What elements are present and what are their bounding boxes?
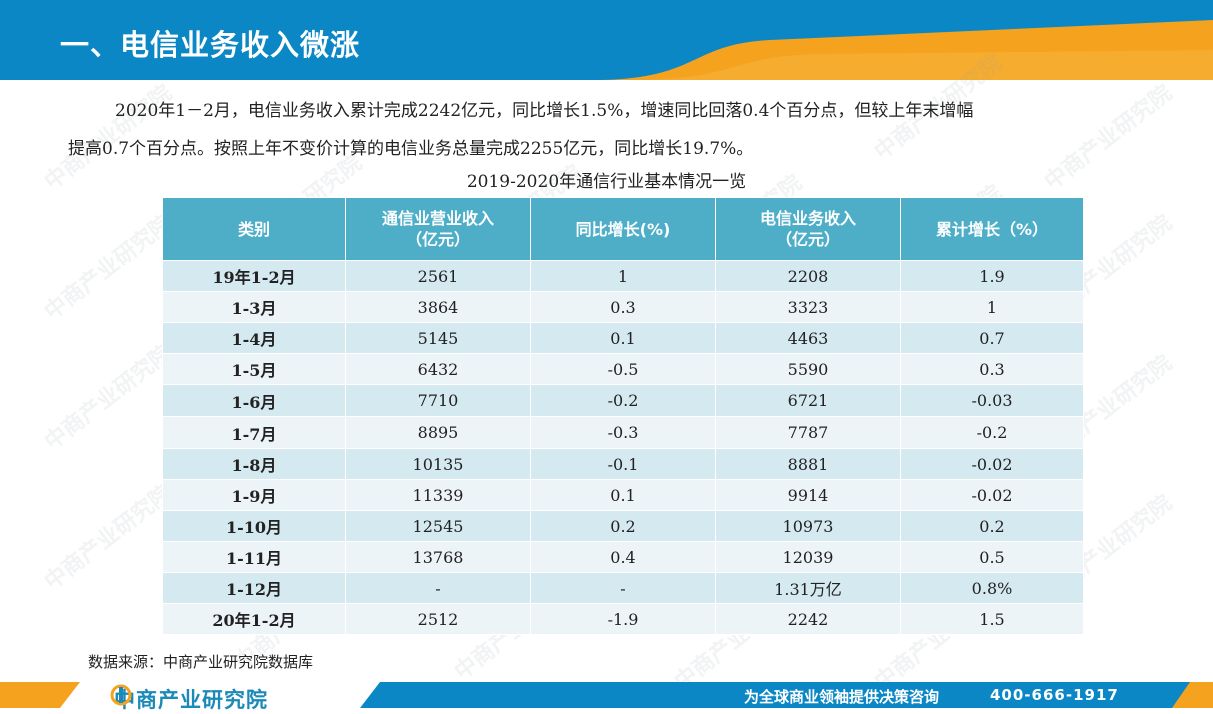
watermark: 中商产业研究院 [40,480,177,596]
table-cell: -0.2 [900,416,1084,449]
footer-background [0,682,1213,708]
table-cell: 8881 [715,448,901,480]
paragraph-line-2: 提高0.7个百分点。按照上年不变价计算的电信业务总量完成2255亿元，同比增长1… [68,139,754,159]
table-cell: 1.31万亿 [715,572,901,604]
table-cell: 2561 [345,260,531,292]
table-cell: 4463 [715,322,901,354]
table-cell: 8895 [345,416,531,449]
table-header-row: 类别 通信业营业收入 （亿元） 同比增长(%) 电信业务收入 （亿元） 累计增长（%… [162,197,1084,261]
table-cell: 2242 [715,603,901,635]
table-cell: 1-5月 [162,353,346,385]
table-cell: 11339 [345,479,531,511]
table-row: 19年1-2月 2561 1 2208 1.9 [162,260,1084,292]
table-cell: 1 [530,260,716,292]
table-cell: -0.02 [900,479,1084,511]
table-cell: 0.2 [530,510,716,542]
page-title: 一、电信业务收入微涨 [60,28,361,62]
table-cell: 7787 [715,416,901,449]
table-cell: 3864 [345,291,531,323]
table-cell: 2512 [345,603,531,635]
column-header-yoy-growth: 同比增长(%) [530,197,716,261]
intro-paragraph: 2020年1－2月，电信业务收入累计完成2242亿元，同比增长1.5%，增速同比… [68,92,1158,168]
table-row: 1-9月 11339 0.1 9914 -0.02 [162,479,1084,511]
table-row: 1-3月 3864 0.3 3323 1 [162,291,1084,323]
table-cell: -1.9 [530,603,716,635]
table-row: 1-5月 6432 -0.5 5590 0.3 [162,353,1084,385]
footer-bar: 中商产业研究院 为全球商业领袖提供决策咨询 400-666-1917 [0,682,1213,712]
watermark: 中商产业研究院 [40,340,177,456]
table-cell: 2208 [715,260,901,292]
table-cell: 1.9 [900,260,1084,292]
table-cell: 0.5 [900,541,1084,573]
table-cell: -0.03 [900,384,1084,417]
table-cell: 1-9月 [162,479,346,511]
table-cell: - [345,572,531,604]
table-cell: - [530,572,716,604]
header-banner: 一、电信业务收入微涨 [0,0,1213,80]
table-cell: 1-7月 [162,416,346,449]
company-logo: 中商产业研究院 [110,684,268,714]
table-row: 1-12月 - - 1.31万亿 0.8% [162,572,1084,604]
telecom-data-table: 类别 通信业营业收入 （亿元） 同比增长(%) 电信业务收入 （亿元） 累计增长（%… [162,197,1084,635]
table-cell: 10135 [345,448,531,480]
table-row: 1-7月 8895 -0.3 7787 -0.2 [162,416,1084,449]
table-cell: 1-8月 [162,448,346,480]
logo-icon [110,684,132,706]
table-cell: 0.8% [900,572,1084,604]
column-header-service-revenue: 电信业务收入 （亿元） [715,197,901,261]
table-cell: 1 [900,291,1084,323]
table-cell: 1-3月 [162,291,346,323]
table-cell: 20年1-2月 [162,603,346,635]
table-row: 20年1-2月 2512 -1.9 2242 1.5 [162,603,1084,635]
table-cell: 0.3 [530,291,716,323]
table-cell: 10973 [715,510,901,542]
table-cell: 6432 [345,353,531,385]
header-background [0,0,1213,80]
logo-text: 中商产业研究院 [114,688,268,712]
table-cell: 0.3 [900,353,1084,385]
table-cell: -0.02 [900,448,1084,480]
table-cell: 0.1 [530,479,716,511]
table-cell: 6721 [715,384,901,417]
table-cell: 1-12月 [162,572,346,604]
table-cell: 0.1 [530,322,716,354]
table-cell: -0.1 [530,448,716,480]
table-cell: 5590 [715,353,901,385]
table-cell: 12039 [715,541,901,573]
table-caption: 2019-2020年通信行业基本情况一览 [466,172,747,192]
table-cell: 3323 [715,291,901,323]
table-cell: 1.5 [900,603,1084,635]
table-cell: 13768 [345,541,531,573]
column-header-category: 类别 [162,197,346,261]
table-cell: -0.2 [530,384,716,417]
table-row: 1-11月 13768 0.4 12039 0.5 [162,541,1084,573]
table-row: 1-4月 5145 0.1 4463 0.7 [162,322,1084,354]
table-row: 1-10月 12545 0.2 10973 0.2 [162,510,1084,542]
column-header-telecom-revenue: 通信业营业收入 （亿元） [345,197,531,261]
table-cell: 1-10月 [162,510,346,542]
footer-phone: 400-666-1917 [990,686,1119,704]
paragraph-line-1: 2020年1－2月，电信业务收入累计完成2242亿元，同比增长1.5%，增速同比… [115,101,974,121]
table-row: 1-6月 7710 -0.2 6721 -0.03 [162,384,1084,417]
data-source-note: 数据来源：中商产业研究院数据库 [88,653,314,671]
table-cell: 12545 [345,510,531,542]
table-cell: 0.2 [900,510,1084,542]
watermark: 中商产业研究院 [40,210,177,326]
table-cell: -0.5 [530,353,716,385]
table-cell: 19年1-2月 [162,260,346,292]
table-cell: 9914 [715,479,901,511]
table-cell: 1-11月 [162,541,346,573]
table-cell: -0.3 [530,416,716,449]
table-cell: 0.7 [900,322,1084,354]
footer-slogan: 为全球商业领袖提供决策咨询 [744,688,940,706]
table-cell: 1-4月 [162,322,346,354]
table-row: 1-8月 10135 -0.1 8881 -0.02 [162,448,1084,480]
table-cell: 0.4 [530,541,716,573]
table-cell: 1-6月 [162,384,346,417]
table-cell: 7710 [345,384,531,417]
table-cell: 5145 [345,322,531,354]
column-header-cumulative-growth: 累计增长（%） [900,197,1084,261]
